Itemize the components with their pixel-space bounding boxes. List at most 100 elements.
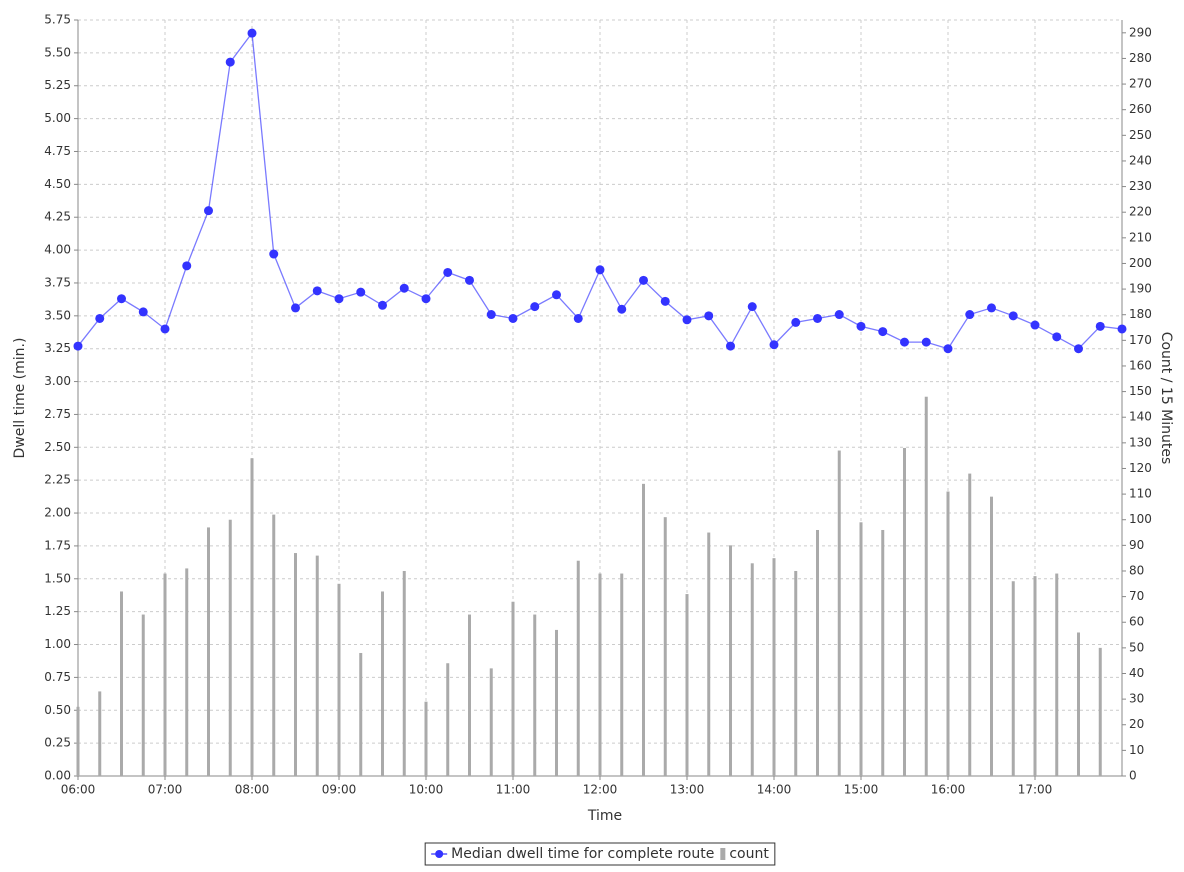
y2-tick-label: 180 <box>1129 307 1152 321</box>
y-tick-label: 1.25 <box>44 604 71 618</box>
x-tick-label: 11:00 <box>496 783 531 797</box>
x-tick-label: 06:00 <box>61 783 96 797</box>
y2-tick-label: 110 <box>1129 487 1152 501</box>
bar <box>946 491 950 776</box>
point <box>291 303 300 313</box>
bar <box>1033 576 1037 776</box>
bar <box>924 396 928 776</box>
x-tick-label: 16:00 <box>931 783 966 797</box>
y-tick-label: 3.00 <box>44 374 71 388</box>
y-tick-label: 2.75 <box>44 407 71 421</box>
point <box>1008 311 1018 321</box>
point <box>465 275 474 285</box>
bar <box>381 591 384 776</box>
point <box>943 344 953 354</box>
y2-tick-label: 0 <box>1129 769 1137 783</box>
y-tick-label: 2.25 <box>44 473 71 487</box>
y2-tick-label: 10 <box>1129 743 1144 757</box>
y-axis-label: Dwell time (min.) <box>12 338 28 459</box>
y2-tick-label: 130 <box>1129 435 1152 449</box>
y2-tick-label: 270 <box>1129 77 1152 91</box>
x-tick-label: 09:00 <box>322 783 357 797</box>
bar <box>1055 573 1059 776</box>
bar <box>903 447 906 776</box>
y2-tick-label: 150 <box>1129 384 1152 398</box>
point <box>726 341 735 351</box>
point <box>312 286 322 296</box>
y2-tick-label: 250 <box>1129 128 1152 142</box>
bar <box>642 483 645 776</box>
point <box>73 341 83 351</box>
y-tick-label: 3.75 <box>44 275 71 289</box>
bar <box>620 573 624 776</box>
y-tick-label: 4.25 <box>44 210 71 224</box>
bar <box>98 691 102 776</box>
y-tick-label: 5.75 <box>44 13 71 27</box>
bar <box>424 701 428 776</box>
point <box>900 337 909 347</box>
point <box>334 294 344 304</box>
y-tick-label: 2.00 <box>44 506 71 520</box>
point <box>443 267 453 277</box>
y-tick-label: 2.50 <box>44 440 71 454</box>
x-tick-label: 15:00 <box>844 783 879 797</box>
x-tick-label: 17:00 <box>1018 783 1053 797</box>
point <box>813 313 822 323</box>
bar <box>968 473 972 776</box>
y-tick-label: 0.75 <box>44 670 71 684</box>
y2-tick-label: 20 <box>1129 717 1144 731</box>
point <box>508 313 518 323</box>
bar <box>76 706 80 776</box>
bar <box>772 558 776 776</box>
y2-tick-label: 200 <box>1129 256 1152 270</box>
bar <box>881 529 885 776</box>
point <box>117 294 126 304</box>
y2-tick-label: 120 <box>1129 461 1152 475</box>
bar <box>576 560 580 776</box>
y-tick-label: 1.00 <box>44 637 71 651</box>
legend-marker <box>435 850 444 858</box>
point <box>1052 332 1062 342</box>
point <box>247 28 257 38</box>
point <box>356 287 366 297</box>
bar <box>468 614 471 776</box>
point <box>682 315 692 325</box>
x-tick-label: 14:00 <box>757 783 792 797</box>
point <box>1030 320 1040 330</box>
x-tick-label: 08:00 <box>235 783 270 797</box>
y2-tick-label: 170 <box>1129 333 1152 347</box>
y2-tick-label: 230 <box>1129 179 1152 193</box>
y2-tick-label: 220 <box>1129 205 1152 219</box>
bar <box>555 629 558 776</box>
x-tick-label: 10:00 <box>409 783 444 797</box>
legend-marker <box>720 848 726 860</box>
bar <box>1098 647 1102 776</box>
point <box>1117 324 1127 334</box>
bar <box>163 573 167 776</box>
point <box>965 310 975 320</box>
point <box>834 310 844 320</box>
y-tick-label: 5.25 <box>44 78 71 92</box>
y-tick-label: 0.25 <box>44 736 71 750</box>
bar <box>446 663 450 776</box>
point <box>747 302 757 312</box>
point <box>639 275 648 285</box>
legend-label: count <box>729 846 769 862</box>
bar <box>1077 632 1080 776</box>
point <box>921 337 931 347</box>
point <box>791 317 801 327</box>
point <box>530 302 540 312</box>
y2-tick-label: 160 <box>1129 358 1152 372</box>
y2-tick-label: 240 <box>1129 153 1152 167</box>
bar <box>707 532 711 776</box>
legend-box <box>424 842 776 866</box>
y-tick-label: 3.25 <box>44 341 71 355</box>
y-tick-label: 0.00 <box>44 769 71 783</box>
bar <box>837 450 841 776</box>
point <box>856 321 866 331</box>
y2-axis-label: Count / 15 Minutes <box>1158 332 1174 465</box>
point <box>204 206 213 216</box>
bar <box>359 652 363 776</box>
bar <box>337 583 341 776</box>
bar <box>120 591 123 776</box>
